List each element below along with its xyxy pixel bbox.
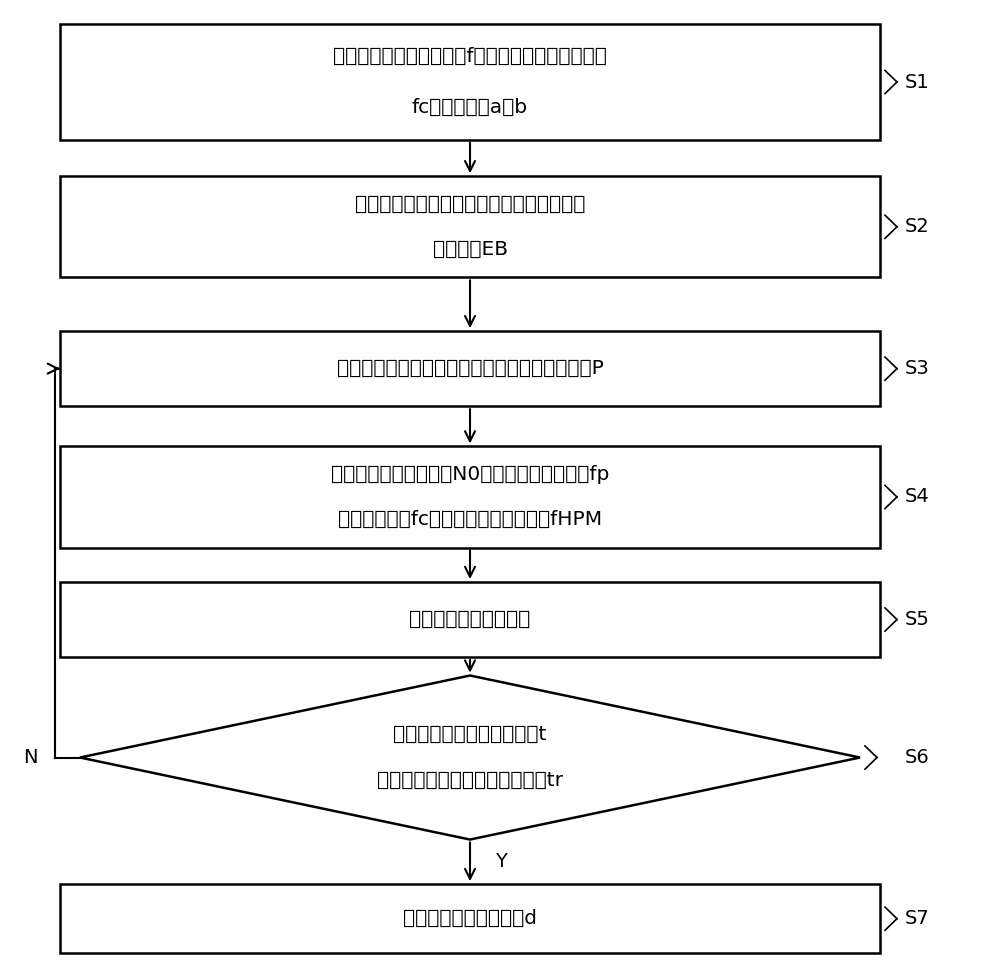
Text: 选定填充后的电子密度N0，使得等离子体频率fp: 选定填充后的电子密度N0，使得等离子体频率fp [331,465,609,484]
Text: 小于截止频率fc，大于高功率微波频率fHPM: 小于截止频率fc，大于高功率微波频率fHPM [338,510,602,529]
Text: N: N [23,748,37,767]
Text: S4: S4 [905,487,930,507]
Text: S6: S6 [905,748,930,767]
Text: S1: S1 [905,72,930,92]
Text: 判断所述等离子体形成时间t: 判断所述等离子体形成时间t [393,725,547,744]
Bar [60,176,880,278]
Text: S3: S3 [905,359,930,378]
Polygon shape [80,676,860,840]
Bar [60,446,880,548]
Text: 根据前门耦合场强值和后门耐受门限值确定: 根据前门耦合场强值和后门耐受门限值确定 [355,195,585,214]
Text: Y: Y [495,852,507,871]
Bar [60,582,880,657]
Text: 击穿场强EB: 击穿场强EB [432,239,508,259]
Bar [60,24,880,140]
Text: S2: S2 [905,217,930,236]
Text: 计算得到填充气体厚度d: 计算得到填充气体厚度d [403,909,537,928]
Text: S5: S5 [905,610,930,629]
Bar [60,884,880,953]
Bar [60,331,880,406]
Text: 是否小于高功率微波的上升时间tr: 是否小于高功率微波的上升时间tr [377,771,563,790]
Text: 选择填充气体以及所述填充气体对应的气体压强P: 选择填充气体以及所述填充气体对应的气体压强P [337,359,603,378]
Text: 根据正常传输信号的频率f确定矩形波导的截止频率: 根据正常传输信号的频率f确定矩形波导的截止频率 [333,47,607,66]
Text: S7: S7 [905,909,930,928]
Text: fc和截面尺寸a、b: fc和截面尺寸a、b [412,98,528,117]
Text: 计算等离子体形成时间: 计算等离子体形成时间 [409,610,531,629]
